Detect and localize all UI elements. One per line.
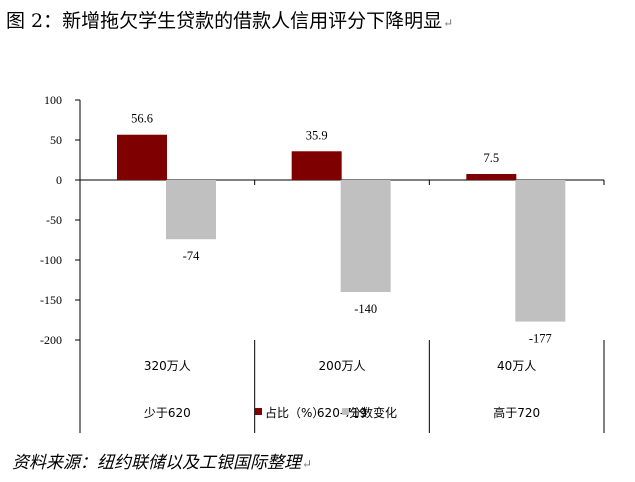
chart-title: 图 2：新增拖欠学生贷款的借款人信用评分下降明显↵ (6, 10, 454, 32)
group-label: 高于720 (493, 405, 540, 420)
category-label: 320万人 (144, 359, 191, 373)
bar-score-change (166, 180, 216, 240)
bar-share (466, 174, 517, 180)
data-label: -74 (183, 249, 200, 263)
paragraph-mark-icon: ↵ (443, 16, 454, 30)
y-tick-label: 50 (50, 133, 62, 147)
legend-label-score-change: 分数变化 (349, 405, 397, 420)
y-tick-label: -100 (40, 253, 62, 267)
data-label: 7.5 (484, 151, 500, 165)
category-label: 200万人 (319, 359, 366, 373)
legend-label-share: 占比（%） (265, 405, 324, 420)
legend-swatch-share (255, 408, 262, 415)
y-tick-label: -150 (40, 293, 62, 307)
source-note: 资料来源：纽约联储以及工银国际整理↵ (12, 453, 313, 473)
data-label: -140 (354, 302, 377, 316)
legend-swatch-score-change (342, 408, 349, 415)
paragraph-mark-icon: ↵ (302, 457, 313, 471)
bar-share (291, 151, 342, 180)
y-tick-label: 100 (44, 93, 62, 107)
y-tick-label: -200 (40, 333, 62, 347)
y-tick-label: -50 (46, 213, 62, 227)
bar-score-change (340, 180, 391, 292)
bar-score-change (515, 180, 566, 322)
data-label: -177 (529, 332, 552, 346)
bar-share (117, 134, 167, 180)
y-tick-label: 0 (56, 173, 62, 187)
data-label: 35.9 (306, 128, 328, 142)
category-label: 40万人 (497, 359, 536, 373)
data-label: 56.6 (131, 112, 153, 126)
group-label: 少于620 (144, 406, 191, 420)
